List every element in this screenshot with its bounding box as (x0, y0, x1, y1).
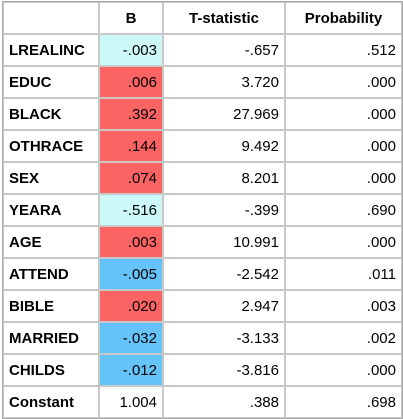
variable-name-cell: MARRIED (3, 322, 99, 354)
variable-name-cell: AGE (3, 226, 99, 258)
b-coefficient-cell: -.032 (99, 322, 163, 354)
table-row: Constant 1.004.388.698 (3, 386, 402, 418)
t-statistic-cell: -3.816 (163, 354, 285, 386)
table-row: BIBLE .020 2.947.003 (3, 290, 402, 322)
variable-name-cell: OTHRACE (3, 130, 99, 162)
b-coefficient-cell: -.012 (99, 354, 163, 386)
probability-cell: .512 (285, 34, 402, 66)
t-statistic-cell: 27.969 (163, 98, 285, 130)
probability-cell: .690 (285, 194, 402, 226)
t-statistic-cell: -2.542 (163, 258, 285, 290)
b-coefficient-cell: -.003 (99, 34, 163, 66)
table-row: MARRIED -.032 -3.133.002 (3, 322, 402, 354)
variable-name-cell: LREALINC (3, 34, 99, 66)
variable-name-cell: CHILDS (3, 354, 99, 386)
table-row: OTHRACE .144 9.492.000 (3, 130, 402, 162)
t-statistic-cell: 8.201 (163, 162, 285, 194)
header-variable (3, 2, 99, 34)
variable-name-cell: YEARA (3, 194, 99, 226)
table-row: EDUC .006 3.720.000 (3, 66, 402, 98)
variable-name-cell: BIBLE (3, 290, 99, 322)
variable-name-cell: Constant (3, 386, 99, 418)
probability-cell: .011 (285, 258, 402, 290)
b-coefficient-cell: .006 (99, 66, 163, 98)
table-row: AGE .003 10.991.000 (3, 226, 402, 258)
table-row: ATTEND -.005 -2.542.011 (3, 258, 402, 290)
header-b: B (99, 2, 163, 34)
b-coefficient-cell: .020 (99, 290, 163, 322)
b-coefficient-cell: -.516 (99, 194, 163, 226)
probability-cell: .000 (285, 66, 402, 98)
t-statistic-cell: -.399 (163, 194, 285, 226)
t-statistic-cell: 10.991 (163, 226, 285, 258)
table-body: LREALINC -.003 -.657.512 EDUC .006 3.720.000 B… (3, 34, 402, 418)
table-row: YEARA -.516 -.399.690 (3, 194, 402, 226)
variable-name-cell: SEX (3, 162, 99, 194)
t-statistic-cell: 2.947 (163, 290, 285, 322)
probability-cell: .000 (285, 226, 402, 258)
variable-name-cell: ATTEND (3, 258, 99, 290)
probability-cell: .002 (285, 322, 402, 354)
header-t-statistic: T-statistic (163, 2, 285, 34)
table-row: CHILDS -.012 -3.816.000 (3, 354, 402, 386)
t-statistic-cell: -3.133 (163, 322, 285, 354)
table-header-row: B T-statistic Probability (3, 2, 402, 34)
variable-name-cell: EDUC (3, 66, 99, 98)
b-coefficient-cell: 1.004 (99, 386, 163, 418)
t-statistic-cell: .388 (163, 386, 285, 418)
probability-cell: .000 (285, 98, 402, 130)
b-coefficient-cell: .392 (99, 98, 163, 130)
probability-cell: .003 (285, 290, 402, 322)
table-row: LREALINC -.003 -.657.512 (3, 34, 402, 66)
b-coefficient-cell: .003 (99, 226, 163, 258)
probability-cell: .000 (285, 130, 402, 162)
table-row: BLACK .392 27.969.000 (3, 98, 402, 130)
header-probability: Probability (285, 2, 402, 34)
b-coefficient-cell: .074 (99, 162, 163, 194)
b-coefficient-cell: .144 (99, 130, 163, 162)
table-row: SEX .074 8.201.000 (3, 162, 402, 194)
variable-name-cell: BLACK (3, 98, 99, 130)
probability-cell: .000 (285, 162, 402, 194)
b-coefficient-cell: -.005 (99, 258, 163, 290)
probability-cell: .000 (285, 354, 402, 386)
t-statistic-cell: 9.492 (163, 130, 285, 162)
t-statistic-cell: 3.720 (163, 66, 285, 98)
t-statistic-cell: -.657 (163, 34, 285, 66)
probability-cell: .698 (285, 386, 402, 418)
